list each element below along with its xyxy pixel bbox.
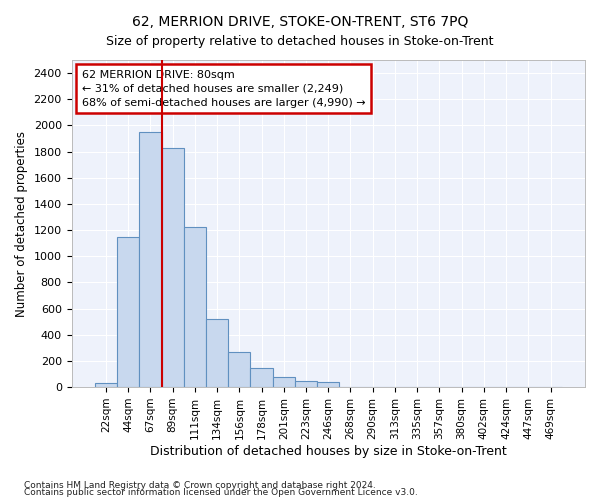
Bar (117, 236, 139, 387)
Text: Contains public sector information licensed under the Open Government Licence v3: Contains public sector information licen… (24, 488, 418, 497)
Text: Contains HM Land Registry data © Crown copyright and database right 2024.: Contains HM Land Registry data © Crown c… (24, 480, 376, 490)
Bar (95, 383, 117, 387)
Bar (161, 148, 184, 387)
Text: Size of property relative to detached houses in Stoke-on-Trent: Size of property relative to detached ho… (106, 35, 494, 48)
Bar (317, 382, 340, 387)
Bar (250, 368, 272, 387)
Bar (228, 352, 250, 387)
Text: 62 MERRION DRIVE: 80sqm
← 31% of detached houses are smaller (2,249)
68% of semi: 62 MERRION DRIVE: 80sqm ← 31% of detache… (82, 70, 365, 108)
Text: 62, MERRION DRIVE, STOKE-ON-TRENT, ST6 7PQ: 62, MERRION DRIVE, STOKE-ON-TRENT, ST6 7… (132, 15, 468, 29)
Bar (295, 381, 317, 387)
X-axis label: Distribution of detached houses by size in Stoke-on-Trent: Distribution of detached houses by size … (150, 444, 506, 458)
Y-axis label: Number of detached properties: Number of detached properties (15, 130, 28, 316)
Bar (272, 378, 295, 387)
Bar (139, 132, 161, 387)
Bar (206, 319, 228, 387)
Bar (184, 227, 206, 387)
